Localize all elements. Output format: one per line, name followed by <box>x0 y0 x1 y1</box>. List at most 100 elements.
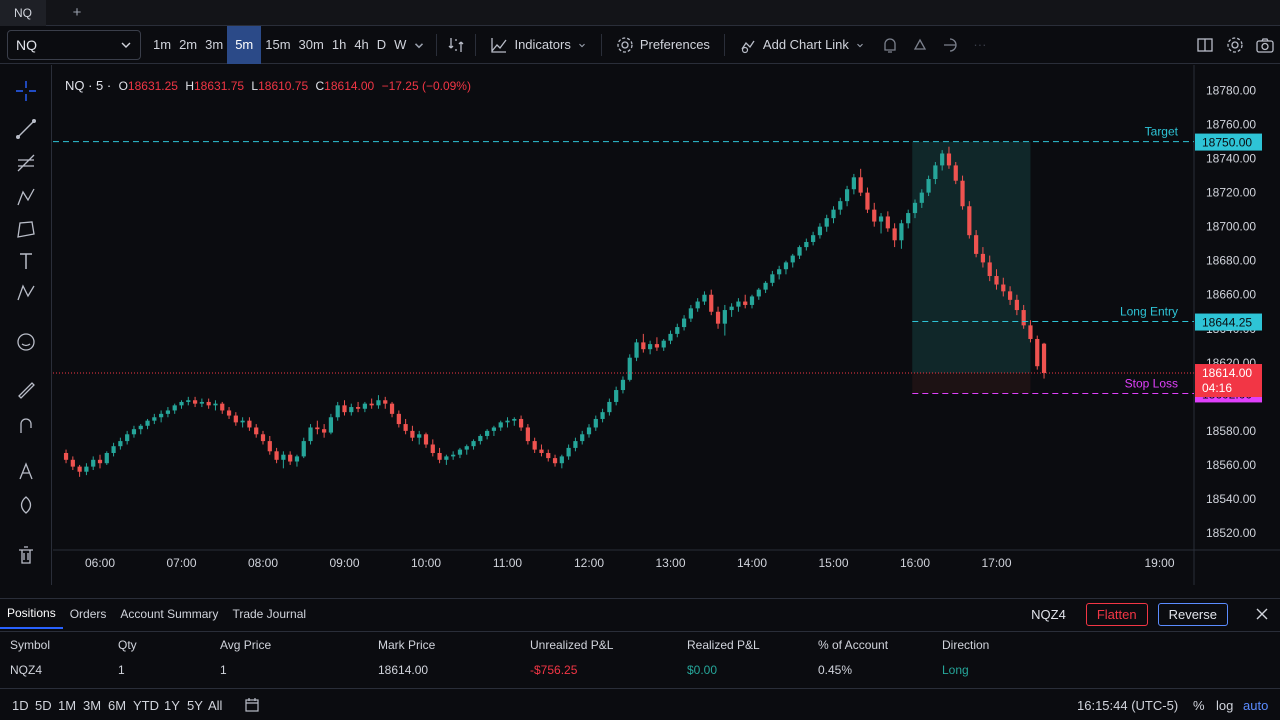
candle-body <box>355 407 361 409</box>
candle <box>546 449 551 462</box>
reverse-button[interactable]: Reverse <box>1157 602 1228 626</box>
calendar-icon[interactable] <box>244 689 260 720</box>
interval-15m[interactable]: 15m <box>265 37 291 52</box>
price-tick-label: 18560.00 <box>1206 458 1256 472</box>
range-1d[interactable]: 1D <box>12 697 29 713</box>
preferences-button[interactable]: Preferences <box>606 26 720 64</box>
candle-body <box>145 420 150 426</box>
candle-body <box>199 401 204 404</box>
template-icon[interactable] <box>935 26 965 64</box>
candle-body <box>1014 299 1019 311</box>
col-symbol[interactable]: Symbol <box>10 638 51 652</box>
log-toggle[interactable]: log <box>1216 697 1234 713</box>
flatten-button[interactable]: Flatten <box>1085 602 1148 626</box>
chevron-down-icon <box>857 43 863 47</box>
tab-positions[interactable]: Positions <box>0 599 63 629</box>
projection-icon[interactable] <box>12 215 40 243</box>
clock[interactable]: 16:15:44 (UTC-5) <box>1077 697 1179 713</box>
settings-icon[interactable] <box>1220 26 1250 64</box>
candle <box>220 401 225 414</box>
candle-body <box>844 189 850 202</box>
candle-body <box>777 269 782 275</box>
indicators-button[interactable]: Indicators <box>480 26 596 64</box>
candle-body <box>226 410 232 416</box>
range-3m[interactable]: 3M <box>83 697 102 713</box>
col-direction[interactable]: Direction <box>942 638 990 652</box>
range-6m[interactable]: 6M <box>108 697 127 713</box>
text-tool-icon[interactable] <box>12 247 40 275</box>
candle-body <box>709 294 714 312</box>
candle <box>797 245 802 259</box>
profit-zone <box>912 141 1031 374</box>
range-5d[interactable]: 5D <box>35 697 52 713</box>
price-chart[interactable]: 18780.00 18760.00 18740.00 18720.00 18700.00… <box>53 65 1280 585</box>
candle-body <box>872 209 877 222</box>
tab-orders[interactable]: Orders <box>69 607 107 621</box>
interval-3m[interactable]: 3m <box>205 37 224 52</box>
interval-1m[interactable]: 1m <box>153 37 172 52</box>
add-tab-icon[interactable]: + <box>72 4 82 21</box>
chart-link-icon <box>741 40 755 53</box>
interval-2m[interactable]: 2m <box>179 37 198 52</box>
brush-icon[interactable] <box>12 375 40 403</box>
trash-icon[interactable] <box>12 541 40 569</box>
cell-qty: 1 <box>118 663 125 677</box>
gear-icon <box>617 36 633 53</box>
emoji-icon[interactable] <box>12 328 40 356</box>
candle <box>580 430 585 445</box>
compare-icon[interactable] <box>441 26 471 64</box>
col-avg-price[interactable]: Avg Price <box>220 638 272 652</box>
col-realized[interactable]: Realized P&L <box>687 638 760 652</box>
range-1y[interactable]: 1Y <box>164 697 180 713</box>
trend-line-icon[interactable] <box>12 115 40 143</box>
candle-body <box>797 247 802 256</box>
measure-icon[interactable] <box>12 279 40 307</box>
lock-icon[interactable] <box>12 457 40 485</box>
auto-toggle[interactable]: auto <box>1243 697 1269 713</box>
alert-icon[interactable] <box>875 26 905 64</box>
crosshair-icon[interactable] <box>12 77 40 105</box>
tab-nq[interactable]: NQ <box>0 0 46 26</box>
cell-symbol: NQZ4 <box>10 663 43 677</box>
camera-icon[interactable] <box>1250 26 1280 64</box>
range-ytd[interactable]: YTD <box>133 697 159 713</box>
candle <box>152 413 157 425</box>
percent-toggle[interactable]: % <box>1193 697 1205 713</box>
interval-30m[interactable]: 30m <box>298 37 324 52</box>
tab-account-summary[interactable]: Account Summary <box>120 607 219 621</box>
range-all[interactable]: All <box>208 697 223 713</box>
magnet-icon[interactable] <box>12 411 40 439</box>
symbol-search[interactable]: NQ <box>7 29 141 60</box>
col-unrealized[interactable]: Unrealized P&L <box>530 638 614 652</box>
interval-1h[interactable]: 1h <box>331 37 347 52</box>
candle <box>702 291 707 305</box>
interval-dropdown-icon[interactable] <box>412 38 426 52</box>
candle-body <box>532 441 537 450</box>
candle-body <box>1028 325 1033 339</box>
tab-trade-journal[interactable]: Trade Journal <box>232 607 307 621</box>
interval-5m[interactable]: 5m <box>227 25 262 64</box>
table-row[interactable]: NQZ4 1 1 18614.00 -$756.25 $0.00 0.45% L… <box>0 657 1280 683</box>
interval-d[interactable]: D <box>376 37 387 52</box>
price-tick-label: 18520.00 <box>1206 526 1256 540</box>
candle-body <box>389 403 395 414</box>
interval-w[interactable]: W <box>394 37 407 52</box>
candle-body <box>1001 284 1006 292</box>
range-1m[interactable]: 1M <box>58 697 77 713</box>
more-icon[interactable]: ··· <box>973 37 987 52</box>
add-chart-link-button[interactable]: Add Chart Link <box>729 26 875 64</box>
col-pct-account[interactable]: % of Account <box>818 638 889 652</box>
eye-icon[interactable] <box>12 491 40 519</box>
chart-area[interactable]: 18780.00 18760.00 18740.00 18720.00 18700.00… <box>53 65 1280 585</box>
col-mark-price[interactable]: Mark Price <box>378 638 436 652</box>
replay-icon[interactable] <box>905 26 935 64</box>
col-qty[interactable]: Qty <box>118 638 137 652</box>
layout-icon[interactable] <box>1190 26 1220 64</box>
close-icon[interactable] <box>1244 607 1280 621</box>
pattern-icon[interactable] <box>12 183 40 211</box>
status-bar: 1D 5D 1M 3M 6M YTD 1Y 5Y All 16:15:44 (U… <box>0 688 1280 720</box>
candle-body <box>559 456 564 464</box>
range-5y[interactable]: 5Y <box>187 697 203 713</box>
interval-4h[interactable]: 4h <box>354 37 369 52</box>
fib-icon[interactable] <box>12 149 40 177</box>
